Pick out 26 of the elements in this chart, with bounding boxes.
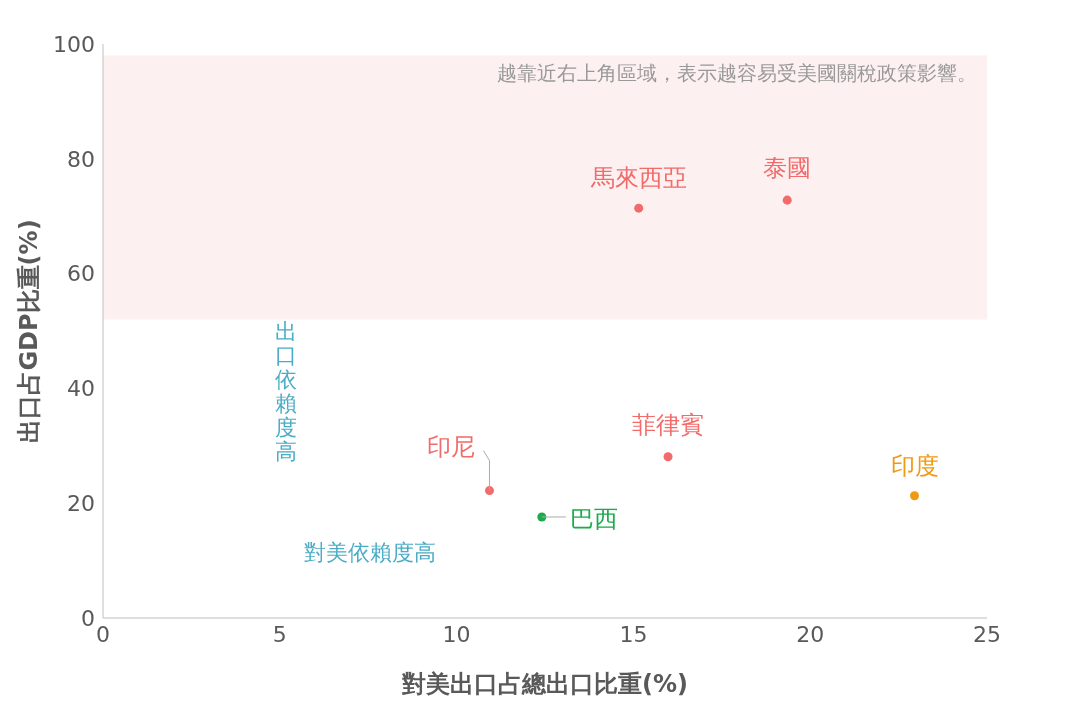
y-tick-label: 80 [67, 146, 95, 172]
y-tick-label: 40 [67, 376, 95, 402]
y-tick-label: 0 [81, 605, 95, 631]
series-label: 印度 [890, 451, 939, 480]
annotation: 對美依賴度高 [304, 540, 436, 565]
point [634, 203, 644, 213]
x-tick-label: 5 [272, 621, 287, 647]
x-tick-label: 15 [619, 621, 648, 647]
point [910, 491, 920, 501]
x-tick-label: 10 [442, 621, 471, 647]
x-axis-title: 對美出口占總出口比重(%) [401, 670, 688, 698]
series-label: 印尼 [427, 432, 476, 461]
series-label: 馬來西亞 [589, 164, 687, 193]
y-axis-title: 出口占GDP比重(%) [14, 219, 43, 443]
y-tick-label: 60 [67, 261, 95, 287]
annotation: 出口依賴度高 [274, 319, 298, 464]
x-tick-label: 20 [796, 621, 825, 647]
point [782, 195, 792, 205]
point [663, 452, 673, 462]
x-tick-label: 25 [973, 621, 1001, 647]
y-tick-label: 100 [53, 31, 95, 57]
band-label: 越靠近右上角區域，表示越容易受美國關稅政策影響。 [497, 60, 977, 85]
series-label: 巴西 [569, 504, 618, 533]
y-tick-label: 20 [67, 491, 95, 517]
series-label: 泰國 [763, 154, 812, 183]
series-label: 菲律賓 [632, 410, 705, 439]
